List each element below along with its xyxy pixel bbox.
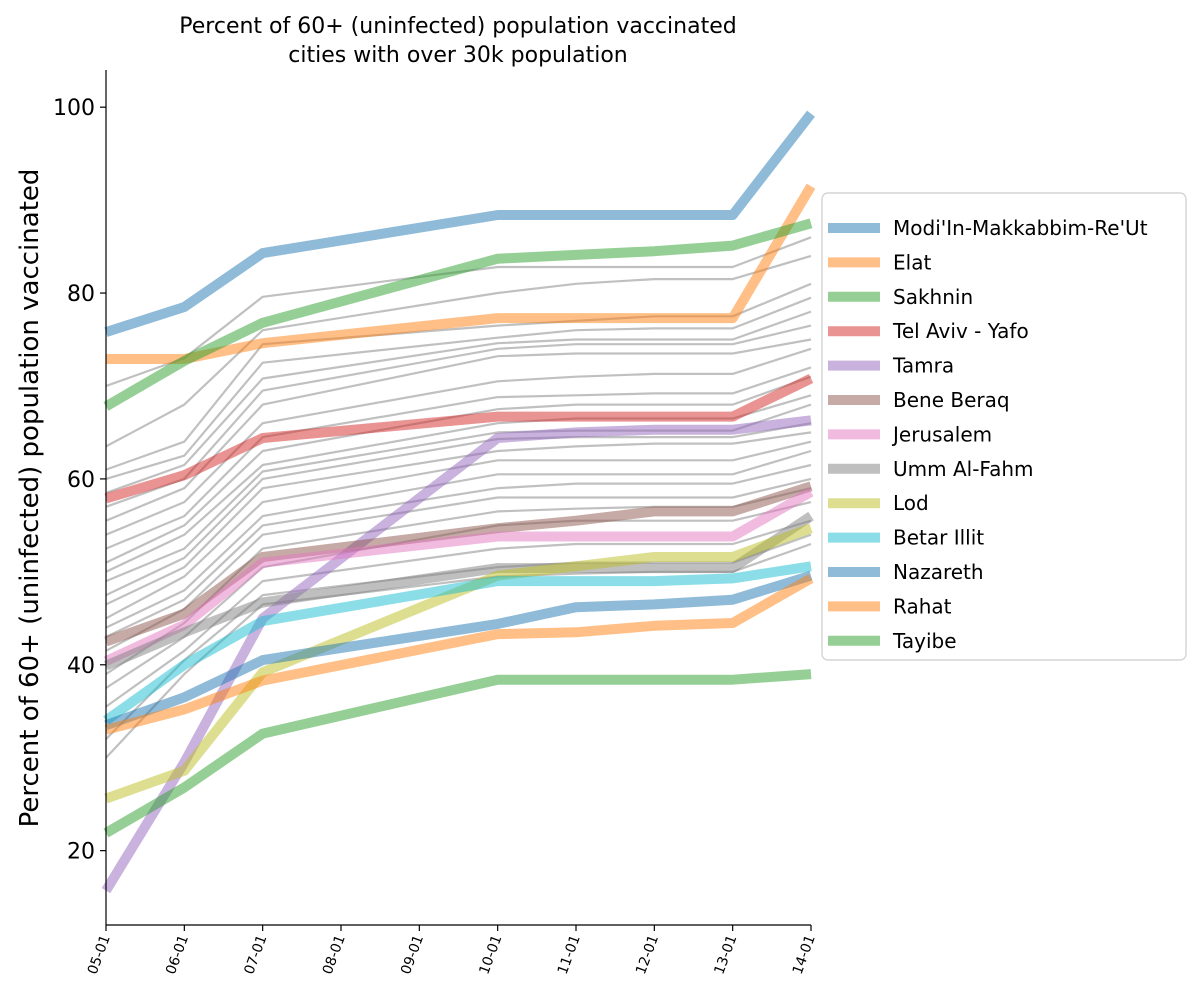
legend-label-4: Tamra [892,354,954,378]
x-tick-label: 11-01 [555,933,584,977]
chart-subtitle: cities with over 30k population [288,43,627,68]
series-line-9 [103,561,812,725]
legend-label-5: Bene Beraq [893,388,1010,412]
series-line-2 [103,218,813,411]
series-line-3 [104,374,814,504]
series-line-4 [101,415,812,894]
legend-label-11: Rahat [893,594,952,618]
background-series-line [105,449,812,629]
background-series-line [105,296,812,480]
background-series-line [105,375,812,564]
background-series-line [105,310,812,494]
background-series-line [105,347,812,536]
background-series-line [105,366,812,550]
x-tick-label: 14-01 [790,933,819,977]
background-series-line [105,519,812,708]
legend: Modi'In-Makkabbim-Re'Ut Elat Sakhnin Tel Av… [821,192,1187,661]
legend-label-0: Modi'In-Makkabbim-Re'Ut [893,216,1148,240]
series-line-6 [103,487,814,666]
background-series-line [105,236,812,388]
legend-label-6: Jerusalem [891,422,992,446]
y-tick-label: 100 [53,96,95,121]
series-line-11 [104,574,814,735]
x-tick-label: 07-01 [241,933,270,977]
legend-label-2: Sakhnin [893,285,973,309]
x-tick-label: 09-01 [398,933,427,977]
y-tick-label: 80 [67,282,95,307]
legend-label-9: Betar Illit [893,526,984,550]
background-series-line [105,431,812,606]
legend-box [821,192,1187,661]
legend-label-8: Lod [893,491,929,515]
y-tick-label: 40 [67,654,95,679]
legend-label-12: Tayibe [892,629,957,653]
series-line-0 [104,110,815,337]
background-series-line [105,440,812,620]
background-series-line [105,254,812,448]
background-series-line [105,463,812,638]
background-series-line [105,477,812,652]
legend-label-7: Umm Al-Fahm [893,457,1034,481]
background-series-line [105,282,812,471]
series-line-10 [104,570,813,730]
legend-label-1: Elat [893,250,931,274]
x-tick-label: 06-01 [163,933,192,977]
highlighted-series-group [101,110,816,894]
x-tick-label: 05-01 [85,933,114,977]
x-tick-label: 12-01 [633,933,662,977]
legend-label-10: Nazareth [893,560,984,584]
x-tick-label: 13-01 [711,933,740,977]
series-line-5 [104,481,813,647]
chart-title: Percent of 60+ (uninfected) population v… [179,14,736,39]
y-tick-label: 60 [67,468,95,493]
y-axis-label: Percent of 60+ (uninfected) population v… [15,169,45,828]
legend-label-3: Tel Aviv - Yafo [892,319,1029,343]
series-line-8 [104,523,813,804]
series-line-12 [103,669,812,838]
y-tick-label: 20 [67,840,95,865]
x-tick-label: 10-01 [476,933,505,977]
x-tick-label: 08-01 [320,933,349,977]
